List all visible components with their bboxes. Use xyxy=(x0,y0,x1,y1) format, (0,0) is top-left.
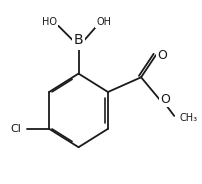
Text: O: O xyxy=(160,93,170,106)
Text: Cl: Cl xyxy=(11,124,21,134)
Text: OH: OH xyxy=(97,17,112,27)
Text: B: B xyxy=(74,33,83,47)
Text: HO: HO xyxy=(42,17,57,27)
Text: O: O xyxy=(158,49,167,62)
Text: CH₃: CH₃ xyxy=(180,113,198,123)
